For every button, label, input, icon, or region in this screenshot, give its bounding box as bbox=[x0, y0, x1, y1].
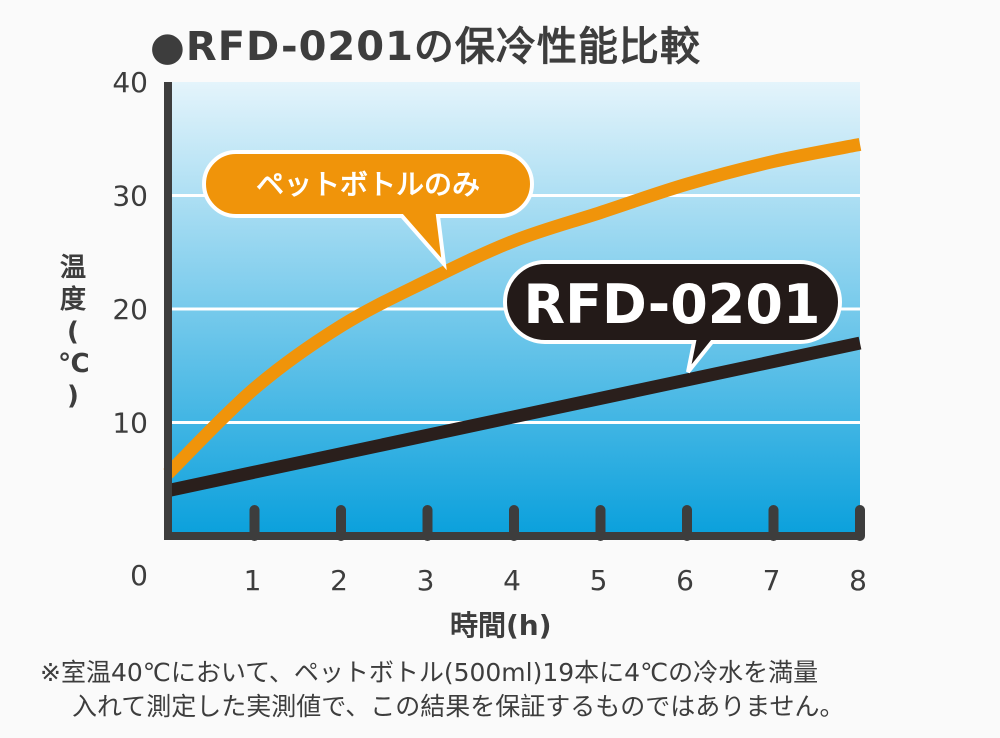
y-tick-label: 40 bbox=[112, 66, 148, 99]
series-layer bbox=[163, 138, 862, 497]
series-line-0 bbox=[163, 138, 862, 479]
axes bbox=[164, 82, 865, 541]
y-axis-label-char: 温 bbox=[59, 253, 86, 283]
callout-rfd: RFD-0201 bbox=[503, 260, 842, 374]
y-axis-label-char: ( bbox=[67, 317, 79, 347]
chart-title: ●RFD-0201の保冷性能比較 bbox=[150, 24, 701, 70]
x-tick-label: 6 bbox=[676, 564, 694, 597]
y-axis-label-char: ℃ bbox=[58, 349, 90, 379]
x-tick-label: 5 bbox=[590, 564, 608, 597]
x-tick-label: 3 bbox=[417, 564, 435, 597]
y-axis-label: 温 度 ( ℃ ) bbox=[58, 252, 90, 412]
y-tick-label: 20 bbox=[112, 293, 148, 326]
x-tick-label: 1 bbox=[244, 564, 262, 597]
callout-rfd-bubble bbox=[503, 260, 842, 374]
footnote: ※室温40℃において、ペットボトル(500ml)19本に4℃の冷水を満量 入れて… bbox=[40, 656, 845, 724]
tick-labels: 1 2 3 4 5 6 7 8 0 10 20 30 40 bbox=[112, 66, 867, 597]
callout-petbottle-label: ペットボトルのみ bbox=[256, 168, 480, 201]
callout-petbottle-bubble bbox=[202, 150, 534, 271]
x-tick-label: 2 bbox=[330, 564, 348, 597]
y-tick-label: 10 bbox=[112, 407, 148, 440]
series-line-1 bbox=[166, 336, 862, 497]
x-tick-label: 4 bbox=[503, 564, 521, 597]
footnote-line-1: ※室温40℃において、ペットボトル(500ml)19本に4℃の冷水を満量 bbox=[40, 658, 819, 687]
callout-rfd-label: RFD-0201 bbox=[524, 273, 821, 336]
callout-petbottle: ペットボトルのみ bbox=[202, 150, 534, 271]
y-axis-label-char: 度 bbox=[59, 285, 86, 315]
x-axis-label: 時間(h) bbox=[450, 609, 552, 642]
footnote-line-2: 入れて測定した実測値で、この結果を保証するものではありません。 bbox=[72, 692, 845, 721]
y-tick-label: 30 bbox=[112, 180, 148, 213]
x-tick-label: 7 bbox=[763, 564, 781, 597]
y-tick-label: 0 bbox=[130, 559, 148, 592]
x-tick-label: 8 bbox=[849, 564, 867, 597]
y-axis-label-char: ) bbox=[67, 381, 79, 411]
